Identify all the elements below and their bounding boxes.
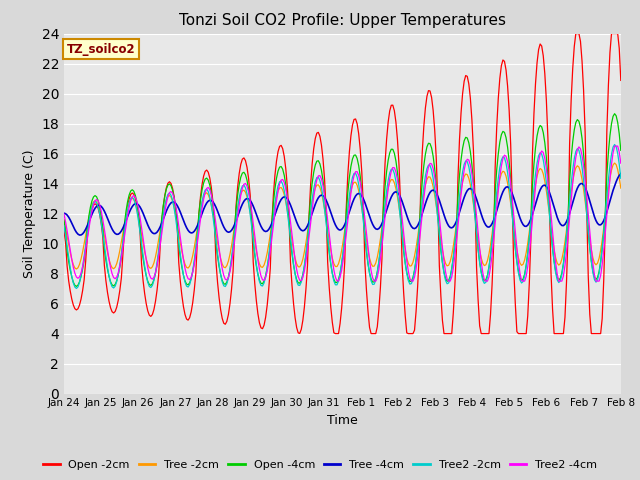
Tree2 -2cm	[246, 211, 254, 216]
Tree -2cm	[305, 218, 313, 224]
Tree -4cm	[617, 171, 625, 177]
Open -4cm	[305, 215, 313, 220]
Open -4cm	[246, 198, 254, 204]
Tree -4cm	[588, 204, 595, 209]
Line: Tree2 -2cm: Tree2 -2cm	[64, 144, 621, 288]
Tree -2cm	[246, 209, 254, 215]
Open -2cm	[60, 228, 68, 234]
Open -2cm	[332, 331, 339, 336]
Open -2cm	[226, 301, 234, 307]
Tree -2cm	[617, 185, 625, 191]
Tree -2cm	[228, 243, 236, 249]
Legend: Open -2cm, Tree -2cm, Open -4cm, Tree -4cm, Tree2 -2cm, Tree2 -4cm: Open -2cm, Tree -2cm, Open -4cm, Tree -4…	[38, 456, 602, 474]
Open -2cm	[244, 175, 252, 181]
Tree2 -4cm	[254, 257, 262, 263]
Open -4cm	[617, 147, 625, 153]
Tree -2cm	[60, 216, 68, 222]
Tree2 -2cm	[617, 176, 625, 181]
Tree2 -4cm	[588, 246, 595, 252]
Open -2cm	[572, 31, 580, 36]
Tree -4cm	[246, 197, 254, 203]
Open -2cm	[254, 311, 262, 316]
Tree2 -4cm	[617, 160, 625, 166]
Tree2 -2cm	[255, 278, 263, 284]
Open -2cm	[589, 331, 596, 336]
X-axis label: Time: Time	[327, 414, 358, 427]
Tree2 -2cm	[72, 286, 80, 291]
Tree2 -4cm	[244, 189, 252, 194]
Tree -2cm	[130, 197, 138, 203]
Tree2 -4cm	[226, 269, 234, 275]
Tree2 -2cm	[228, 255, 236, 261]
Tree -4cm	[76, 232, 83, 238]
Line: Open -2cm: Open -2cm	[64, 34, 621, 334]
Tree2 -4cm	[371, 278, 378, 284]
Open -4cm	[72, 284, 80, 289]
Tree2 -4cm	[611, 143, 618, 149]
Open -4cm	[60, 217, 68, 223]
Tree2 -4cm	[129, 194, 136, 200]
Open -4cm	[228, 257, 236, 263]
Line: Open -4cm: Open -4cm	[64, 114, 621, 287]
Open -4cm	[588, 258, 595, 264]
Open -2cm	[617, 77, 625, 83]
Line: Tree2 -4cm: Tree2 -4cm	[64, 146, 621, 281]
Tree -2cm	[255, 261, 263, 267]
Tree2 -2cm	[130, 196, 138, 202]
Tree2 -4cm	[303, 247, 311, 252]
Title: Tonzi Soil CO2 Profile: Upper Temperatures: Tonzi Soil CO2 Profile: Upper Temperatur…	[179, 13, 506, 28]
Tree -2cm	[72, 266, 80, 272]
Open -4cm	[130, 188, 138, 194]
Line: Tree -4cm: Tree -4cm	[64, 174, 621, 235]
Tree -4cm	[305, 219, 313, 225]
Tree -4cm	[130, 202, 138, 207]
Tree2 -2cm	[588, 259, 595, 264]
Tree -2cm	[588, 247, 595, 252]
Open -2cm	[303, 263, 311, 268]
Tree -2cm	[611, 160, 618, 166]
Tree2 -4cm	[60, 211, 68, 217]
Y-axis label: Soil Temperature (C): Soil Temperature (C)	[23, 149, 36, 278]
Open -2cm	[129, 190, 136, 196]
Tree2 -2cm	[611, 142, 618, 147]
Text: TZ_soilco2: TZ_soilco2	[67, 43, 136, 56]
Open -4cm	[611, 111, 618, 117]
Tree -4cm	[228, 228, 236, 233]
Tree -4cm	[60, 210, 68, 216]
Tree2 -2cm	[305, 223, 313, 228]
Open -4cm	[255, 277, 263, 283]
Tree -4cm	[255, 220, 263, 226]
Tree2 -2cm	[60, 223, 68, 228]
Line: Tree -2cm: Tree -2cm	[64, 163, 621, 269]
